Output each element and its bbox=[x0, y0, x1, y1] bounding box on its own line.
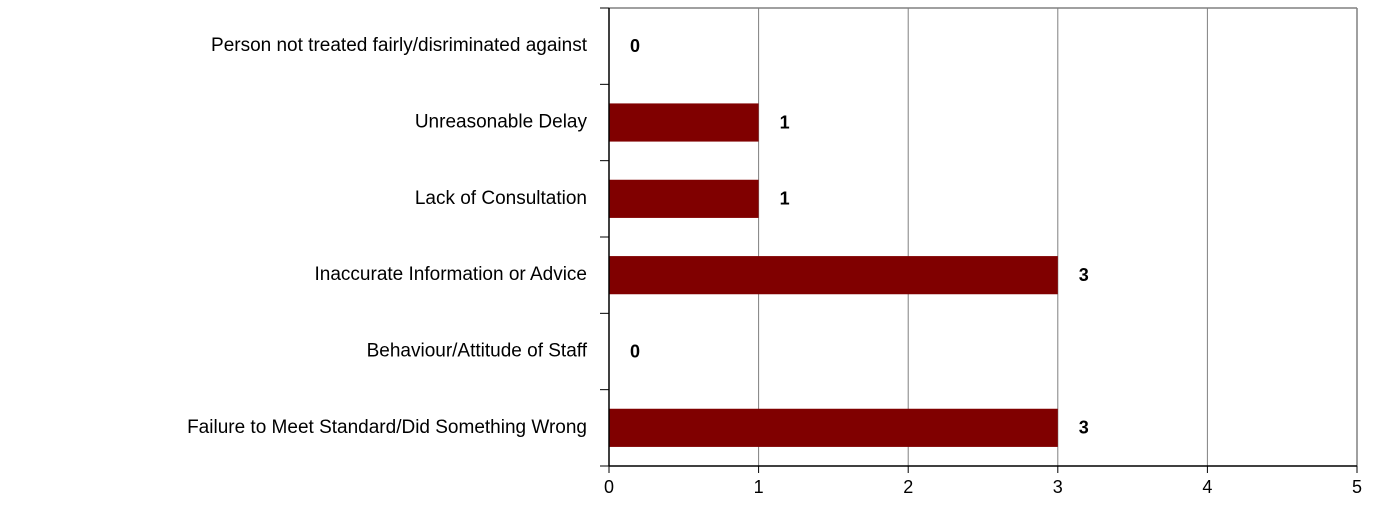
y-tick-label: Person not treated fairly/disriminated a… bbox=[211, 35, 588, 56]
bar bbox=[609, 103, 759, 142]
y-tick-label: Failure to Meet Standard/Did Something W… bbox=[187, 417, 587, 438]
bar bbox=[609, 256, 1058, 295]
value-label: 3 bbox=[1079, 418, 1089, 438]
x-tick-label: 1 bbox=[754, 477, 764, 497]
y-tick-label: Behaviour/Attitude of Staff bbox=[367, 341, 588, 362]
x-tick-label: 3 bbox=[1053, 477, 1063, 497]
bar bbox=[609, 179, 759, 218]
x-tick-label: 4 bbox=[1202, 477, 1212, 497]
value-label: 3 bbox=[1079, 265, 1089, 285]
y-tick-label: Lack of Consultation bbox=[415, 188, 587, 209]
value-label: 1 bbox=[780, 189, 790, 209]
value-label: 0 bbox=[630, 341, 640, 361]
value-label: 1 bbox=[780, 112, 790, 132]
y-tick-label: Unreasonable Delay bbox=[415, 112, 588, 133]
y-tick-label: Inaccurate Information or Advice bbox=[315, 264, 587, 285]
x-tick-label: 5 bbox=[1352, 477, 1362, 497]
value-label: 0 bbox=[630, 36, 640, 56]
x-tick-label: 2 bbox=[903, 477, 913, 497]
x-tick-label: 0 bbox=[604, 477, 614, 497]
bar bbox=[609, 408, 1058, 447]
